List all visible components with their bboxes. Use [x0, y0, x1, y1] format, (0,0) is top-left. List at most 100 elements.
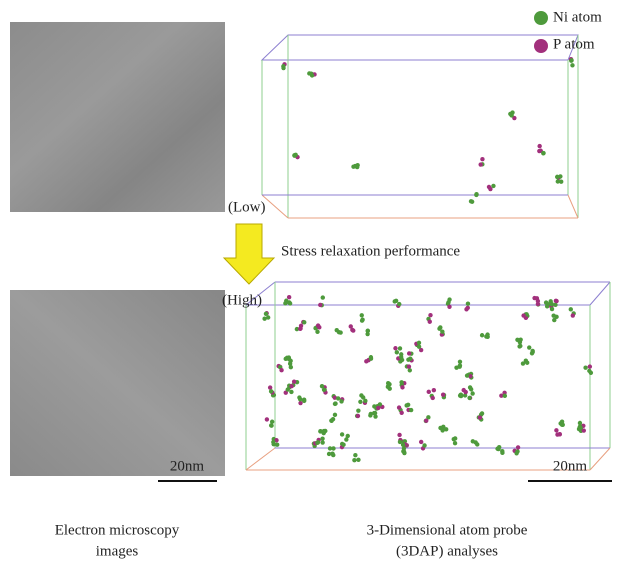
- atom: [318, 428, 323, 434]
- atom: [469, 199, 475, 204]
- atom: [474, 191, 479, 197]
- legend-marker: [534, 11, 548, 25]
- atom: [537, 143, 542, 149]
- atom: [485, 332, 490, 337]
- atom: [568, 307, 573, 312]
- caption-line: 3-Dimensional atom probe: [367, 522, 528, 538]
- atom: [479, 333, 485, 338]
- atom: [327, 446, 333, 451]
- atom: [576, 426, 582, 432]
- atom: [470, 439, 476, 444]
- atom: [515, 337, 520, 342]
- atom: [394, 350, 400, 355]
- atom: [339, 399, 344, 404]
- atom: [318, 302, 323, 308]
- atom: [279, 368, 284, 373]
- atom: [287, 301, 293, 306]
- atom: [331, 446, 336, 451]
- 3dap-box-low: [260, 34, 579, 219]
- atom: [426, 415, 431, 420]
- atom: [418, 347, 424, 353]
- atom: [298, 326, 303, 331]
- atom: [495, 446, 500, 451]
- caption-line: Electron microscopy: [55, 522, 180, 538]
- atom: [544, 304, 550, 309]
- atom: [334, 327, 339, 333]
- atom: [508, 111, 513, 117]
- atom: [263, 311, 269, 317]
- atom: [326, 451, 332, 457]
- atom: [502, 393, 508, 399]
- atom: [397, 301, 402, 307]
- atom: [332, 412, 338, 418]
- atom: [294, 326, 300, 332]
- atom: [518, 343, 523, 349]
- scale-label: 20nm: [170, 458, 205, 474]
- atom: [549, 306, 555, 312]
- atom: [406, 364, 412, 369]
- low-label: (Low): [228, 199, 266, 215]
- atom: [320, 295, 325, 300]
- atom: [569, 58, 574, 63]
- atom: [393, 346, 398, 351]
- atom: [452, 436, 458, 441]
- atom: [440, 428, 445, 433]
- atom: [330, 451, 335, 456]
- 3dap-box-high: [245, 281, 611, 471]
- atom: [554, 298, 559, 304]
- atom: [446, 300, 451, 305]
- atom: [527, 345, 532, 350]
- atom: [339, 432, 345, 437]
- atom: [267, 385, 273, 390]
- atom: [520, 361, 526, 366]
- atom: [298, 400, 303, 406]
- atom: [288, 358, 293, 364]
- atom: [475, 442, 480, 447]
- legend-marker: [534, 39, 548, 53]
- atom: [549, 302, 555, 307]
- atom: [392, 299, 397, 304]
- atom: [320, 436, 325, 441]
- atom: [352, 457, 357, 463]
- atom: [408, 356, 413, 361]
- atom: [338, 330, 343, 335]
- atom: [301, 398, 307, 404]
- atom: [358, 399, 363, 404]
- atom: [365, 331, 370, 337]
- legend-label: P atom: [553, 36, 595, 52]
- atom: [397, 346, 403, 351]
- atom: [404, 403, 409, 408]
- atom: [587, 364, 593, 369]
- atom: [333, 401, 338, 406]
- atom: [368, 356, 374, 361]
- atom: [397, 432, 402, 438]
- atom: [291, 379, 297, 384]
- atom: [320, 440, 325, 445]
- atom: [570, 313, 576, 318]
- atom: [408, 407, 414, 413]
- atom: [416, 344, 422, 349]
- atom: [321, 387, 327, 392]
- atom: [559, 422, 565, 427]
- atom: [363, 398, 368, 404]
- arrow-caption: Stress relaxation performance: [281, 243, 460, 259]
- atom: [422, 443, 427, 448]
- atom: [355, 413, 361, 419]
- atom: [268, 423, 274, 428]
- atom: [400, 385, 405, 390]
- atom: [553, 302, 558, 308]
- atom: [454, 365, 459, 370]
- atom: [470, 391, 475, 396]
- atom: [416, 340, 422, 346]
- atom: [262, 316, 267, 321]
- atom: [443, 427, 449, 432]
- atom: [285, 387, 290, 392]
- atom: [356, 457, 361, 462]
- atom: [457, 363, 463, 368]
- atom: [309, 73, 315, 78]
- microscopy-image-high: [10, 290, 225, 476]
- atom: [371, 410, 377, 416]
- atom: [269, 419, 275, 424]
- atom: [289, 389, 294, 395]
